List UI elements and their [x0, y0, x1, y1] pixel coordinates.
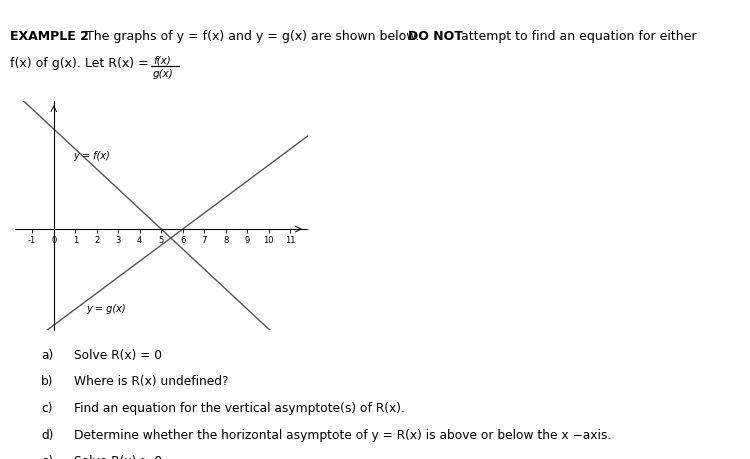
Text: e): e)	[41, 455, 53, 459]
Text: a): a)	[41, 349, 53, 362]
Text: DO NOT: DO NOT	[408, 30, 463, 43]
Text: y = f(x): y = f(x)	[73, 151, 110, 161]
Text: EXAMPLE 2: EXAMPLE 2	[10, 30, 88, 43]
Text: Where is R(x) undefined?: Where is R(x) undefined?	[74, 375, 228, 388]
Text: f(x) of g(x). Let R(x) =: f(x) of g(x). Let R(x) =	[10, 57, 152, 70]
Text: Solve R(x) = 0: Solve R(x) = 0	[74, 349, 161, 362]
Text: g(x): g(x)	[153, 69, 174, 79]
Text: The graphs of y = f(x) and y = g(x) are shown below.: The graphs of y = f(x) and y = g(x) are …	[82, 30, 423, 43]
Text: Determine whether the horizontal asymptote of y = R(x) is above or below the x −: Determine whether the horizontal asympto…	[74, 429, 610, 442]
Text: c): c)	[41, 402, 53, 415]
Text: Find an equation for the vertical asymptote(s) of R(x).: Find an equation for the vertical asympt…	[74, 402, 404, 415]
Text: b): b)	[41, 375, 54, 388]
Text: Solve R(x) > 0.: Solve R(x) > 0.	[74, 455, 166, 459]
Text: attempt to find an equation for either: attempt to find an equation for either	[457, 30, 696, 43]
Text: y = g(x): y = g(x)	[86, 304, 125, 314]
Text: d): d)	[41, 429, 54, 442]
Text: f(x): f(x)	[153, 56, 171, 66]
